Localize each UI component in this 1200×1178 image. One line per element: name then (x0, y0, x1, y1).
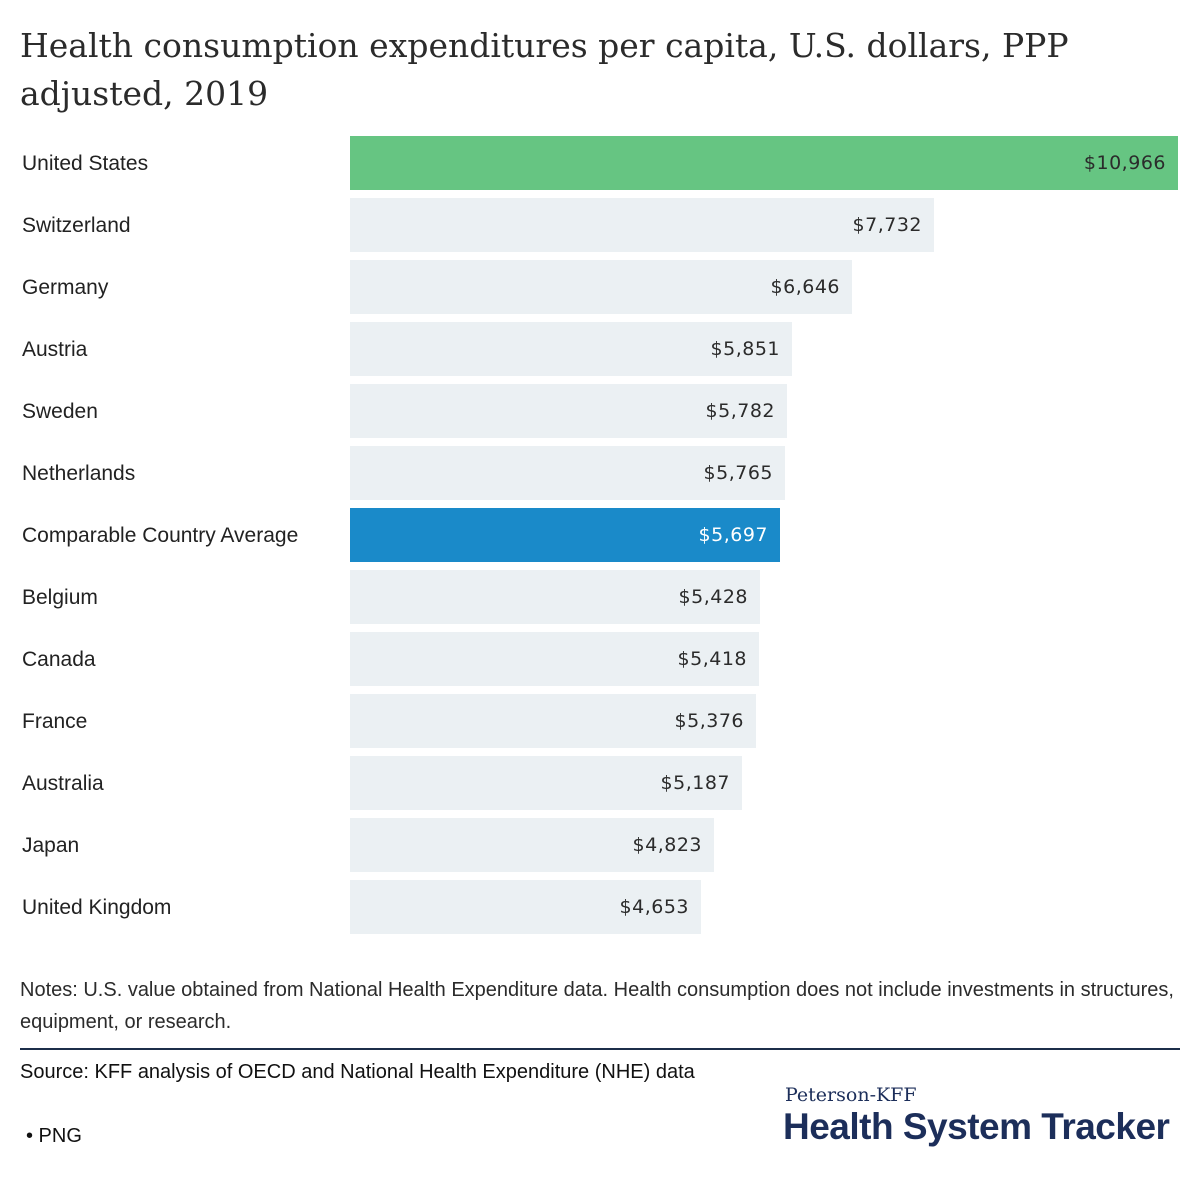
bar: $5,851 (350, 322, 792, 376)
value-label: $7,732 (852, 214, 922, 236)
bar-row: Germany $6,646 (0, 260, 1200, 314)
value-label: $5,782 (705, 400, 775, 422)
bar: $6,646 (350, 260, 852, 314)
bar-row: Netherlands $5,765 (0, 446, 1200, 500)
bar: $5,765 (350, 446, 785, 500)
value-label: $10,966 (1083, 152, 1166, 174)
category-label: Japan (22, 834, 80, 857)
bar: $7,732 (350, 198, 934, 252)
bar-row: Belgium $5,428 (0, 570, 1200, 624)
bar: $10,966 (350, 136, 1178, 190)
bar: $4,823 (350, 818, 714, 872)
value-label: $6,646 (770, 276, 840, 298)
bar: $5,428 (350, 570, 760, 624)
chart-notes: Notes: U.S. value obtained from National… (20, 979, 1174, 1033)
bar: $5,376 (350, 694, 756, 748)
category-label: Switzerland (22, 214, 131, 237)
value-label: $5,765 (703, 462, 773, 484)
value-label: $5,428 (678, 586, 748, 608)
bar-row: Switzerland $7,732 (0, 198, 1200, 252)
value-label: $5,851 (710, 338, 780, 360)
brand-logo: Health System Tracker (783, 1106, 1170, 1147)
category-label: Australia (22, 772, 104, 795)
value-label: $4,823 (632, 834, 702, 856)
bar-row: France $5,376 (0, 694, 1200, 748)
category-label: United Kingdom (22, 896, 172, 919)
category-label: Canada (22, 648, 96, 671)
bar-row: United Kingdom $4,653 (0, 880, 1200, 934)
category-label: Sweden (22, 400, 98, 423)
bar-row: Sweden $5,782 (0, 384, 1200, 438)
value-label: $5,187 (660, 772, 730, 794)
bar-row: Australia $5,187 (0, 756, 1200, 810)
category-label: Germany (22, 276, 109, 299)
bar: $5,697 (350, 508, 780, 562)
bar-row: Austria $5,851 (0, 322, 1200, 376)
chart-title: Health consumption expenditures per capi… (20, 26, 1069, 113)
category-label: Netherlands (22, 462, 136, 485)
category-label: Belgium (22, 586, 98, 609)
category-label: France (22, 710, 88, 733)
category-label: United States (22, 152, 149, 175)
chart-source: Source: KFF analysis of OECD and Nationa… (20, 1061, 695, 1083)
bar-row: Comparable Country Average $5,697 (0, 508, 1200, 562)
brand-subtitle: Peterson-KFF (785, 1084, 917, 1106)
bar-row: United States $10,966 (0, 136, 1200, 190)
category-label: Austria (22, 338, 88, 361)
bar: $4,653 (350, 880, 701, 934)
value-label: $4,653 (619, 896, 689, 918)
bar: $5,187 (350, 756, 742, 810)
bar-row: Canada $5,418 (0, 632, 1200, 686)
download-png-link[interactable]: • PNG (26, 1125, 82, 1147)
value-label: $5,418 (677, 648, 747, 670)
category-label: Comparable Country Average (22, 524, 299, 547)
bar: $5,782 (350, 384, 787, 438)
bar-chart: United States $10,966 Switzerland $7,732 Ger… (0, 130, 1200, 940)
bar: $5,418 (350, 632, 759, 686)
divider (20, 1048, 1180, 1050)
value-label: $5,376 (674, 710, 744, 732)
value-label: $5,697 (698, 524, 768, 546)
bar-row: Japan $4,823 (0, 818, 1200, 872)
